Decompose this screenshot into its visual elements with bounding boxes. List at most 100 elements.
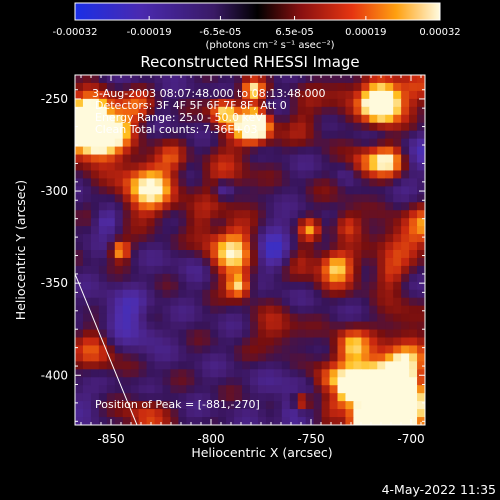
heatmap-cell xyxy=(265,75,275,84)
heatmap-cell xyxy=(377,321,386,331)
heatmap-cell xyxy=(106,178,116,187)
heatmap-cell xyxy=(257,242,267,251)
heatmap-cell xyxy=(82,257,92,267)
heatmap-cell xyxy=(321,305,331,315)
heatmap-cell xyxy=(234,154,243,164)
heatmap-cell xyxy=(162,329,172,339)
heatmap-cell xyxy=(226,313,235,323)
heatmap-cell xyxy=(162,361,172,370)
heatmap-cell xyxy=(329,361,339,370)
heatmap-cell xyxy=(409,194,418,203)
heatmap-cell xyxy=(297,170,307,179)
heatmap-cell xyxy=(409,202,418,211)
heatmap-cell xyxy=(202,321,211,331)
heatmap-cell xyxy=(409,162,418,172)
heatmap-cell xyxy=(114,385,124,394)
heatmap-cell xyxy=(162,154,172,164)
heatmap-cell xyxy=(106,122,116,132)
heatmap-cell xyxy=(337,106,347,116)
heatmap-cell xyxy=(377,106,386,116)
heatmap-cell xyxy=(409,106,418,116)
heatmap-cell xyxy=(98,82,108,92)
heatmap-cell xyxy=(234,313,243,323)
heatmap-cell xyxy=(273,329,283,339)
heatmap-cell xyxy=(226,242,235,251)
heatmap-cell xyxy=(393,329,402,339)
heatmap-cell xyxy=(273,75,283,84)
heatmap-cell xyxy=(122,114,132,124)
heatmap-cell xyxy=(313,146,323,156)
heatmap-cell xyxy=(194,281,203,291)
heatmap-cell xyxy=(417,361,425,370)
heatmap-cell xyxy=(242,234,251,243)
heatmap-cell xyxy=(210,265,219,275)
heatmap-cell xyxy=(305,337,315,347)
heatmap-cell xyxy=(417,401,425,410)
heatmap-cell xyxy=(265,146,275,156)
heatmap-cell xyxy=(385,90,394,100)
heatmap-cell xyxy=(186,138,195,148)
heatmap-cell xyxy=(305,75,315,84)
heatmap-cell xyxy=(98,218,108,227)
heatmap-cell xyxy=(297,417,307,425)
heatmap-cell xyxy=(218,122,227,132)
heatmap-cell xyxy=(393,210,402,219)
heatmap-cell xyxy=(353,186,362,195)
heatmap-cell xyxy=(345,242,354,251)
heatmap-cell xyxy=(377,170,386,179)
heatmap-cell xyxy=(305,361,315,370)
heatmap-cell xyxy=(297,130,307,140)
heatmap-cell xyxy=(281,146,291,156)
heatmap-cell xyxy=(178,114,187,124)
heatmap-cell xyxy=(369,202,378,211)
heatmap-cell xyxy=(305,82,315,92)
heatmap-cell xyxy=(98,369,108,378)
heatmap-cell xyxy=(377,417,386,425)
heatmap-cell xyxy=(321,90,331,100)
heatmap-cell xyxy=(194,162,203,172)
heatmap-cell xyxy=(257,377,267,386)
heatmap-cell xyxy=(353,210,362,219)
heatmap-cell xyxy=(226,234,235,243)
heatmap-cell xyxy=(82,146,92,156)
heatmap-cell xyxy=(202,75,211,84)
heatmap-cell xyxy=(353,138,362,148)
heatmap-cell xyxy=(297,218,307,227)
heatmap-cell xyxy=(313,90,323,100)
heatmap-cell xyxy=(250,385,259,394)
heatmap-cell xyxy=(409,146,418,156)
heatmap-cell xyxy=(194,305,203,315)
heatmap-cell xyxy=(90,281,100,291)
heatmap-cell xyxy=(130,369,140,378)
heatmap-cell xyxy=(202,409,211,418)
heatmap-cell xyxy=(90,75,100,84)
heatmap-cell xyxy=(146,75,156,84)
heatmap-cell xyxy=(417,393,425,402)
heatmap-cell xyxy=(170,377,179,386)
heatmap-cell xyxy=(170,186,179,195)
heatmap-cell xyxy=(82,417,92,425)
heatmap-cell xyxy=(361,98,370,108)
heatmap-cell xyxy=(353,337,362,347)
heatmap-cell xyxy=(289,345,299,354)
heatmap-cell xyxy=(138,385,148,394)
heatmap-cell xyxy=(329,273,339,283)
heatmap-cell xyxy=(377,202,386,211)
heatmap-cell xyxy=(409,75,418,84)
heatmap-cell xyxy=(377,122,386,132)
heatmap-cell xyxy=(130,265,140,275)
heatmap-cell xyxy=(146,106,156,116)
heatmap-cell xyxy=(226,393,235,402)
heatmap-cell xyxy=(257,409,267,418)
heatmap-cell xyxy=(353,305,362,315)
heatmap-cell xyxy=(289,329,299,339)
heatmap-cell xyxy=(146,337,156,347)
heatmap-cell xyxy=(146,305,156,315)
heatmap-cell xyxy=(321,250,331,259)
heatmap-cell xyxy=(265,106,275,116)
heatmap-cell xyxy=(281,297,291,307)
y-tick-label: -300 xyxy=(41,184,68,198)
heatmap-cell xyxy=(75,202,84,211)
heatmap-cell xyxy=(122,130,132,140)
heatmap-cell xyxy=(122,234,132,243)
